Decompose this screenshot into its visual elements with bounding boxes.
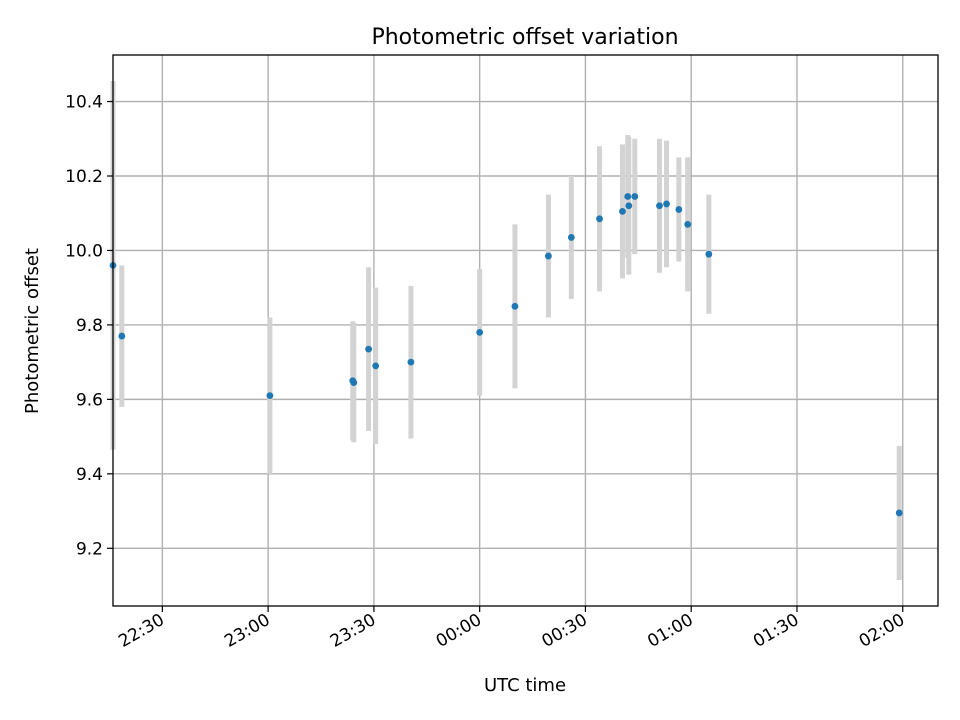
data-point: [118, 332, 126, 340]
chart-title: Photometric offset variation: [371, 25, 678, 50]
plot-frame: [112, 54, 939, 607]
data-point: [545, 252, 552, 260]
y-tick-label: 9.4: [76, 465, 103, 485]
y-tick-label: 10.2: [65, 167, 103, 187]
data-point: [631, 193, 639, 200]
data-point: [567, 234, 575, 241]
data-point: [705, 250, 713, 258]
data-point: [266, 392, 274, 400]
data-point: [684, 220, 692, 228]
data-point: [476, 328, 484, 336]
y-axis-ticks: 9.2 9.4 9.6 9.8 10.0 10.2 10.4: [65, 93, 113, 559]
data-point: [675, 206, 683, 213]
data-point: [365, 345, 373, 353]
y-tick-label: 10.0: [65, 241, 103, 261]
data-points: [109, 193, 903, 517]
y-tick-label: 10.4: [65, 93, 103, 113]
data-point: [663, 200, 670, 208]
y-tick-label: 9.6: [76, 390, 103, 410]
y-axis-label: Photometric offset: [22, 248, 43, 414]
data-point: [511, 302, 519, 310]
y-tick-label: 9.2: [76, 539, 103, 559]
data-point: [625, 202, 633, 210]
x-axis-label: UTC time: [484, 675, 566, 696]
data-point: [619, 207, 626, 215]
data-point: [407, 358, 415, 366]
data-point: [596, 215, 603, 223]
data-point: [624, 193, 632, 200]
grid: [113, 55, 938, 606]
data-point: [372, 362, 380, 370]
y-tick-label: 9.8: [76, 316, 103, 336]
data-point: [350, 379, 358, 387]
data-point: [656, 202, 663, 210]
data-point: [895, 509, 903, 517]
